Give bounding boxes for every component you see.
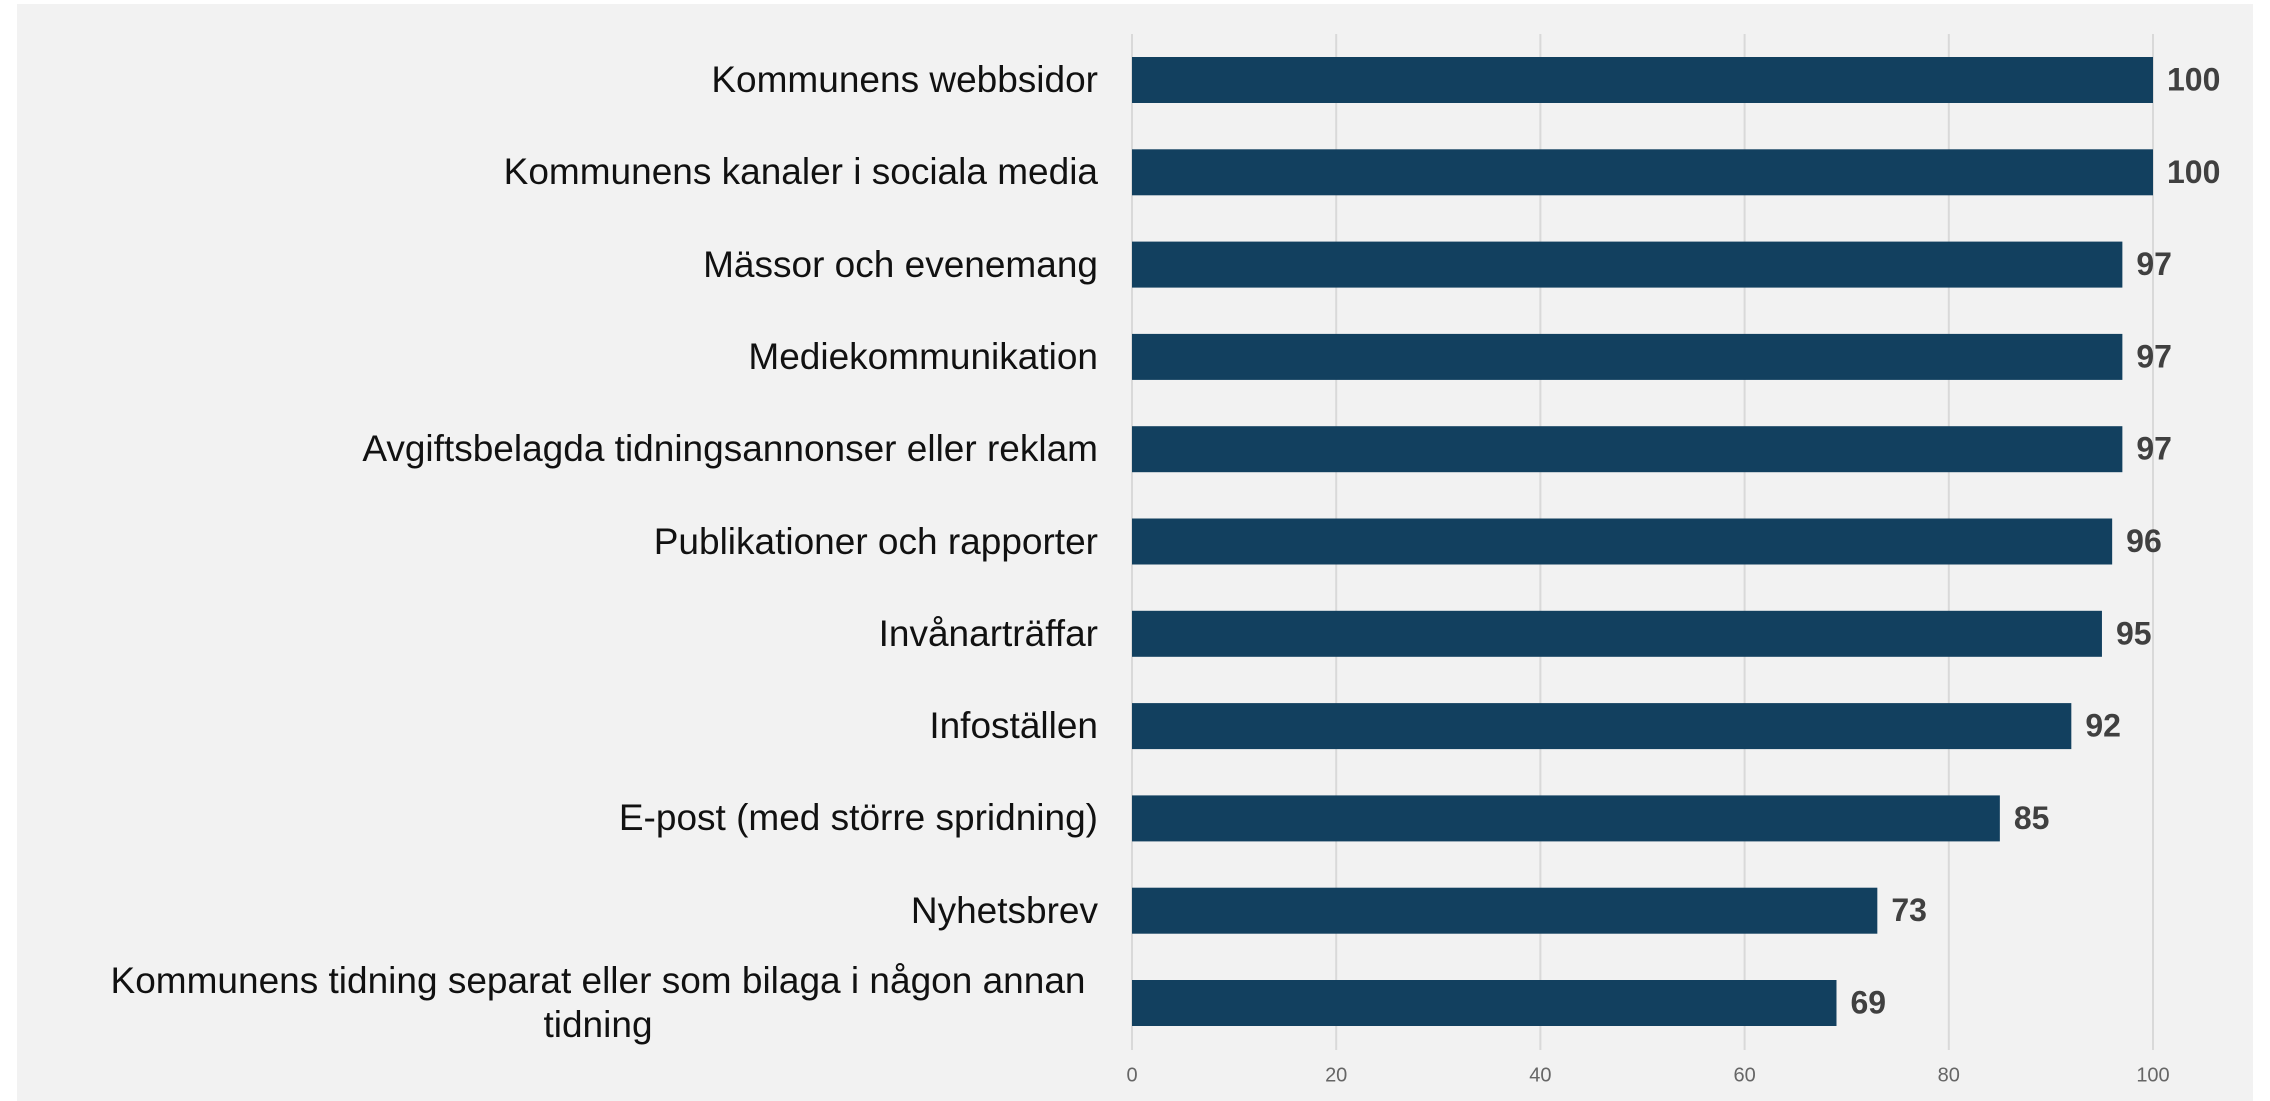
category-label-text: Mediekommunikation [748, 335, 1098, 377]
bar [1132, 703, 2072, 750]
value-label: 69 [1850, 984, 1886, 1020]
category-label-text: Infoställen [929, 705, 1098, 747]
category-label: Infoställen [929, 704, 1098, 748]
category-label-text: Kommunens tidning separat eller som bila… [110, 960, 1086, 1045]
category-label: Nyhetsbrev [911, 889, 1098, 933]
category-label-text: Nyhetsbrev [910, 889, 1098, 931]
x-tick-label: 60 [1733, 1064, 1755, 1086]
category-label-text: Invånarträffar [878, 612, 1098, 654]
bar [1132, 426, 2123, 473]
x-tick-label: 40 [1529, 1064, 1551, 1086]
category-label-text: Mässor och evenemang [703, 243, 1098, 285]
value-label: 97 [2136, 246, 2172, 282]
value-label: 97 [2136, 431, 2172, 467]
value-label: 85 [2014, 800, 2050, 836]
category-label-text: Kommunens webbsidor [711, 59, 1098, 100]
category-label: E-post (med större spridning) [619, 796, 1098, 840]
value-label: 73 [1891, 892, 1927, 928]
value-label: 100 [2167, 61, 2220, 97]
value-label: 95 [2116, 615, 2152, 651]
category-label: Kommunens tidning separat eller som bila… [98, 959, 1098, 1047]
bar [1132, 241, 2123, 288]
category-label: Kommunens webbsidor [711, 58, 1098, 102]
bar [1132, 149, 2153, 196]
bar [1132, 795, 2000, 842]
category-label: Publikationer och rapporter [654, 520, 1098, 564]
bar [1132, 333, 2123, 380]
category-label: Kommunens kanaler i sociala media [504, 150, 1098, 194]
bar [1132, 518, 2113, 565]
category-label-text: E-post (med större spridning) [618, 797, 1098, 839]
bar [1132, 887, 1878, 934]
x-tick-label: 100 [2136, 1064, 2169, 1086]
category-label-text: Publikationer och rapporter [653, 520, 1098, 562]
x-tick-label: 0 [1126, 1064, 1137, 1086]
bar [1132, 57, 2153, 103]
category-label-text: Kommunens kanaler i sociala media [503, 151, 1098, 193]
category-label: Avgiftsbelagda tidningsannonser eller re… [362, 427, 1098, 471]
x-tick-label: 20 [1325, 1064, 1347, 1086]
bar [1132, 610, 2102, 657]
category-label: Mässor och evenemang [703, 243, 1098, 287]
value-label: 100 [2167, 154, 2220, 190]
category-label-text: Avgiftsbelagda tidningsannonser eller re… [362, 428, 1098, 470]
bar [1132, 980, 1837, 1026]
x-tick-label: 80 [1938, 1064, 1960, 1086]
value-label: 97 [2136, 338, 2172, 374]
category-label: Mediekommunikation [748, 335, 1098, 379]
value-label: 96 [2126, 523, 2162, 559]
value-label: 92 [2085, 708, 2121, 744]
category-label: Invånarträffar [879, 612, 1098, 656]
